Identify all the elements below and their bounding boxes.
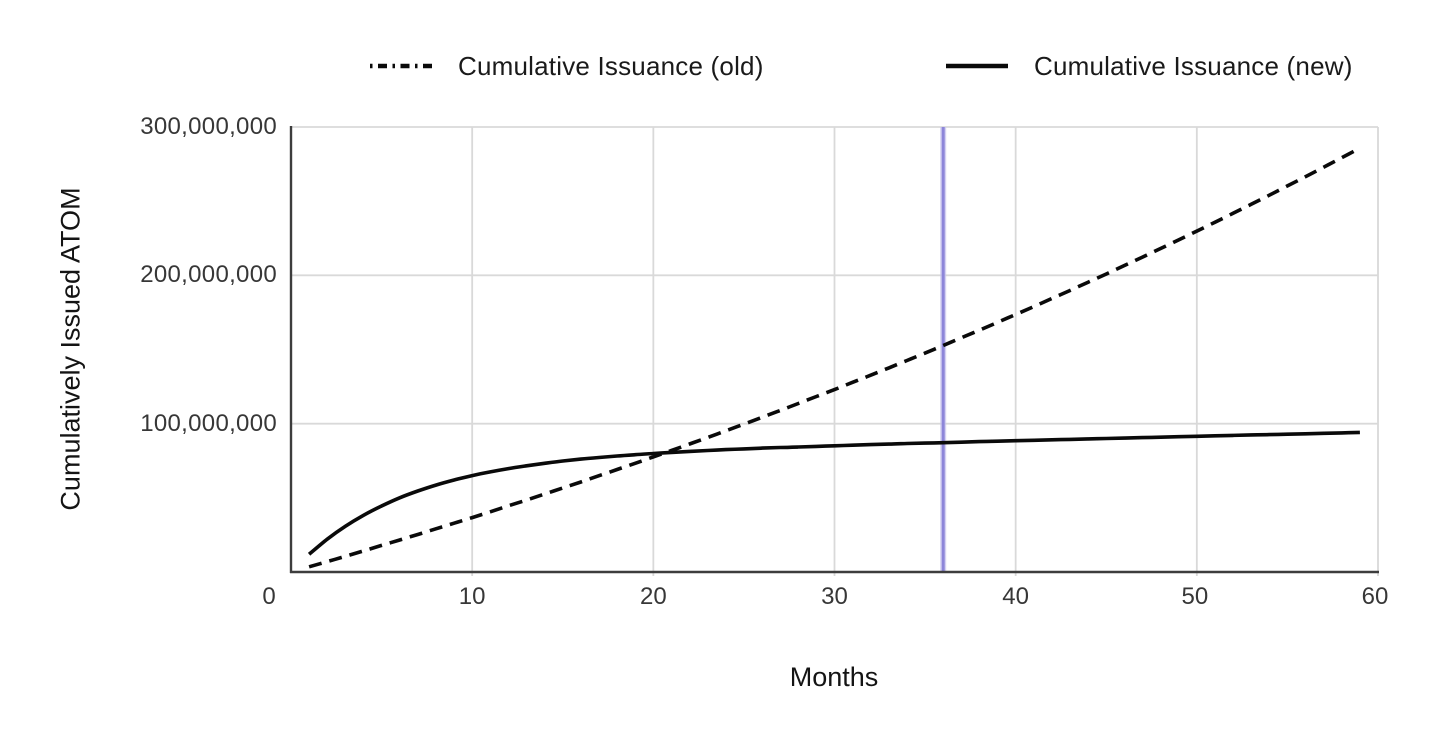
y-axis-title: Cumulatively Issued ATOM bbox=[55, 187, 86, 511]
x-tick-label-20: 20 bbox=[639, 583, 667, 610]
x-tick-label-50: 50 bbox=[1181, 583, 1209, 610]
x-tick-label-0: 0 bbox=[262, 583, 276, 610]
x-tick-label-40: 40 bbox=[1002, 583, 1029, 610]
legend-line-solid-icon bbox=[946, 63, 1008, 69]
series-new-solid bbox=[307, 430, 1360, 556]
y-tick-label-300M: 300,000,000 bbox=[140, 113, 277, 140]
legend-label-new: Cumulative Issuance (new) bbox=[1034, 50, 1353, 81]
legend-item-new: Cumulative Issuance (new) bbox=[944, 50, 1353, 82]
y-tick-label-200M: 200,000,000 bbox=[140, 261, 277, 289]
legend-item-old: Cumulative Issuance (old) bbox=[368, 50, 764, 82]
x-tick-label-30: 30 bbox=[821, 583, 848, 610]
series-old-dashed bbox=[308, 146, 1361, 569]
legend-line-dashed-icon bbox=[370, 63, 432, 69]
legend-label-old: Cumulative Issuance (old) bbox=[458, 50, 764, 81]
y-tick-label-100M: 100,000,000 bbox=[140, 409, 277, 437]
x-tick-label-60: 60 bbox=[1361, 583, 1389, 610]
x-axis-title: Months bbox=[789, 662, 879, 692]
x-tick-label-10: 10 bbox=[458, 583, 486, 610]
